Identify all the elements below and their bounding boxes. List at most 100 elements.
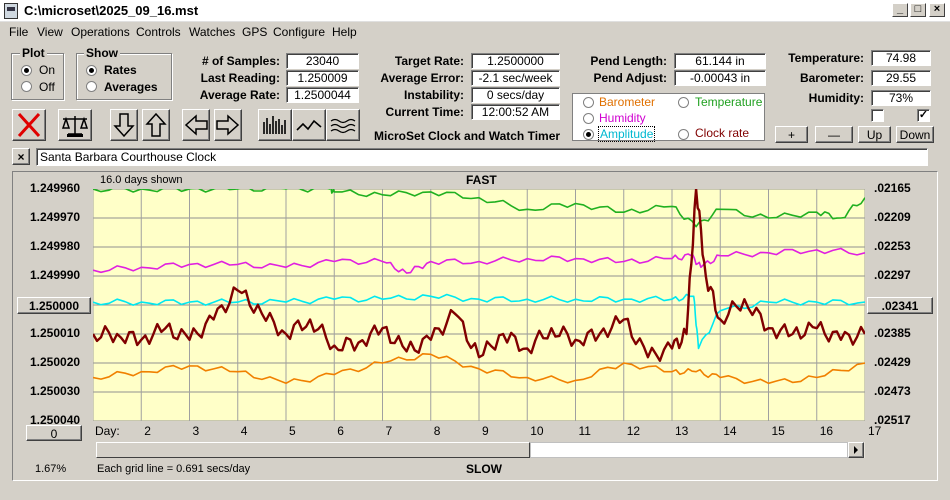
- channel-clock-rate-label: Clock rate: [695, 126, 750, 140]
- series-line-barometer: [93, 293, 865, 350]
- horizontal-scrollbar[interactable]: [96, 442, 865, 458]
- scroll-down-button[interactable]: [110, 109, 138, 141]
- radio-humidity-indicator: [583, 113, 594, 124]
- day-tick: 9: [482, 424, 489, 438]
- channel-amplitude-label: Amplitude: [598, 126, 656, 142]
- down-button[interactable]: Down: [896, 126, 934, 143]
- day-tick: 15: [771, 424, 785, 438]
- chart-plot: [93, 189, 865, 421]
- show-averages-label: Averages: [104, 80, 158, 94]
- plot-on-radio[interactable]: [21, 65, 32, 79]
- show-rates-radio[interactable]: [86, 65, 97, 79]
- chart-panel: [12, 171, 938, 481]
- day-tick: 16: [819, 424, 834, 438]
- channel-humidity-radio[interactable]: [583, 113, 594, 127]
- right-axis-tick: .02385: [874, 326, 911, 340]
- menu-gps[interactable]: GPS: [242, 25, 268, 39]
- scrollbar-thumb[interactable]: [530, 442, 848, 458]
- day-tick: 12: [626, 424, 641, 438]
- series-line-amplitude: [93, 189, 865, 362]
- percent-label: 1.67%: [35, 463, 67, 475]
- left-axis-tick: 1.249990: [30, 268, 81, 282]
- left-axis-tick: 1.250030: [30, 384, 81, 398]
- radio-barometer-indicator: [583, 97, 594, 108]
- bottom-left-button[interactable]: 0: [26, 425, 82, 441]
- slow-label: SLOW: [466, 462, 502, 476]
- center-right-button[interactable]: .02341: [867, 297, 933, 314]
- menu-watches[interactable]: Watches: [189, 25, 236, 39]
- plot-group: [11, 53, 64, 100]
- day-tick: 5: [289, 424, 296, 438]
- temperature-label: Temperature:: [788, 51, 864, 65]
- menu-operations[interactable]: Operations: [71, 25, 130, 39]
- current-time-label: Current Time:: [385, 105, 464, 119]
- menu-view[interactable]: View: [37, 25, 63, 39]
- show-averages-radio[interactable]: [86, 81, 97, 95]
- channel-temperature-radio[interactable]: [678, 97, 689, 111]
- plot-off-radio[interactable]: [21, 81, 32, 95]
- day-prefix: Day:: [95, 424, 120, 438]
- menu-bar: File View Operations Controls Watches GP…: [0, 22, 950, 42]
- plot-group-title: Plot: [20, 46, 47, 60]
- pend-length-value: 61.144 in: [674, 53, 766, 69]
- days-shown-label: 16.0 days shown: [100, 174, 183, 186]
- line-graph-button[interactable]: [292, 109, 326, 141]
- target-rate-label: Target Rate:: [394, 54, 464, 68]
- bar-graph-button[interactable]: [258, 109, 292, 141]
- right-axis-tick: .02473: [874, 384, 911, 398]
- day-tick: 3: [192, 424, 200, 438]
- close-button[interactable]: ×: [929, 3, 945, 17]
- arrow-right-icon: [216, 114, 240, 136]
- channel-selector: Barometer Temperature Humidity Amplitude…: [572, 93, 765, 143]
- wave-graph-button[interactable]: [326, 109, 360, 141]
- radio-off-indicator: [21, 81, 32, 92]
- series-line-clock-rate: [93, 353, 865, 385]
- line-graph-icon: [296, 119, 322, 131]
- show-rates-label: Rates: [104, 63, 137, 77]
- humidity-label: Humidity:: [808, 91, 864, 105]
- day-tick: 10: [530, 424, 544, 438]
- minimize-button[interactable]: _: [892, 3, 908, 17]
- menu-controls[interactable]: Controls: [136, 25, 181, 39]
- channel-temperature-label: Temperature: [695, 95, 763, 109]
- balance-button[interactable]: [58, 109, 92, 141]
- last-reading-value: 1.250009: [286, 70, 359, 86]
- up-button[interactable]: Up: [858, 126, 891, 143]
- left-axis-tick: 1.249980: [30, 239, 81, 253]
- maximize-button[interactable]: □: [910, 3, 926, 17]
- plot-on-label: On: [39, 63, 56, 77]
- menu-configure[interactable]: Configure: [273, 25, 326, 39]
- channel-clock-rate-radio[interactable]: [678, 129, 689, 143]
- menu-file[interactable]: File: [9, 25, 29, 39]
- left-checkbox[interactable]: [871, 109, 884, 122]
- center-left-button[interactable]: 1.250000: [17, 297, 91, 314]
- app-icon: [4, 3, 18, 19]
- plus-button[interactable]: +: [775, 126, 808, 143]
- clear-name-button[interactable]: ×: [12, 148, 30, 165]
- pend-adjust-value: -0.00043 in: [674, 70, 766, 86]
- wave-graph-icon: [330, 118, 356, 134]
- scroll-up-button[interactable]: [142, 109, 170, 141]
- radio-rates-indicator: [86, 65, 97, 76]
- right-axis-tick: .02165: [874, 181, 911, 195]
- show-group-title: Show: [84, 46, 120, 60]
- stop-button[interactable]: [12, 109, 46, 141]
- channel-amplitude-radio[interactable]: [583, 129, 594, 143]
- menu-help[interactable]: Help: [332, 25, 357, 39]
- radio-on-indicator: [21, 65, 32, 76]
- channel-barometer-radio[interactable]: [583, 97, 594, 111]
- temperature-value: 74.98: [871, 50, 931, 66]
- samples-label: # of Samples:: [201, 54, 280, 68]
- average-rate-label: Average Rate:: [199, 88, 280, 102]
- scroll-right-button[interactable]: [214, 109, 242, 141]
- left-axis-tick: 1.249960: [30, 181, 81, 195]
- scrollbar-track-left[interactable]: [96, 442, 530, 458]
- clock-name-field[interactable]: Santa Barbara Courthouse Clock: [36, 148, 928, 166]
- barometer-value: 29.55: [871, 70, 931, 86]
- average-error-value: -2.1 sec/week: [471, 70, 560, 86]
- day-tick: 4: [240, 424, 248, 438]
- scroll-left-button[interactable]: [182, 109, 210, 141]
- minus-button[interactable]: —: [815, 126, 853, 143]
- right-checkbox[interactable]: ✓: [917, 109, 930, 122]
- scroll-right-arrow[interactable]: [848, 442, 864, 458]
